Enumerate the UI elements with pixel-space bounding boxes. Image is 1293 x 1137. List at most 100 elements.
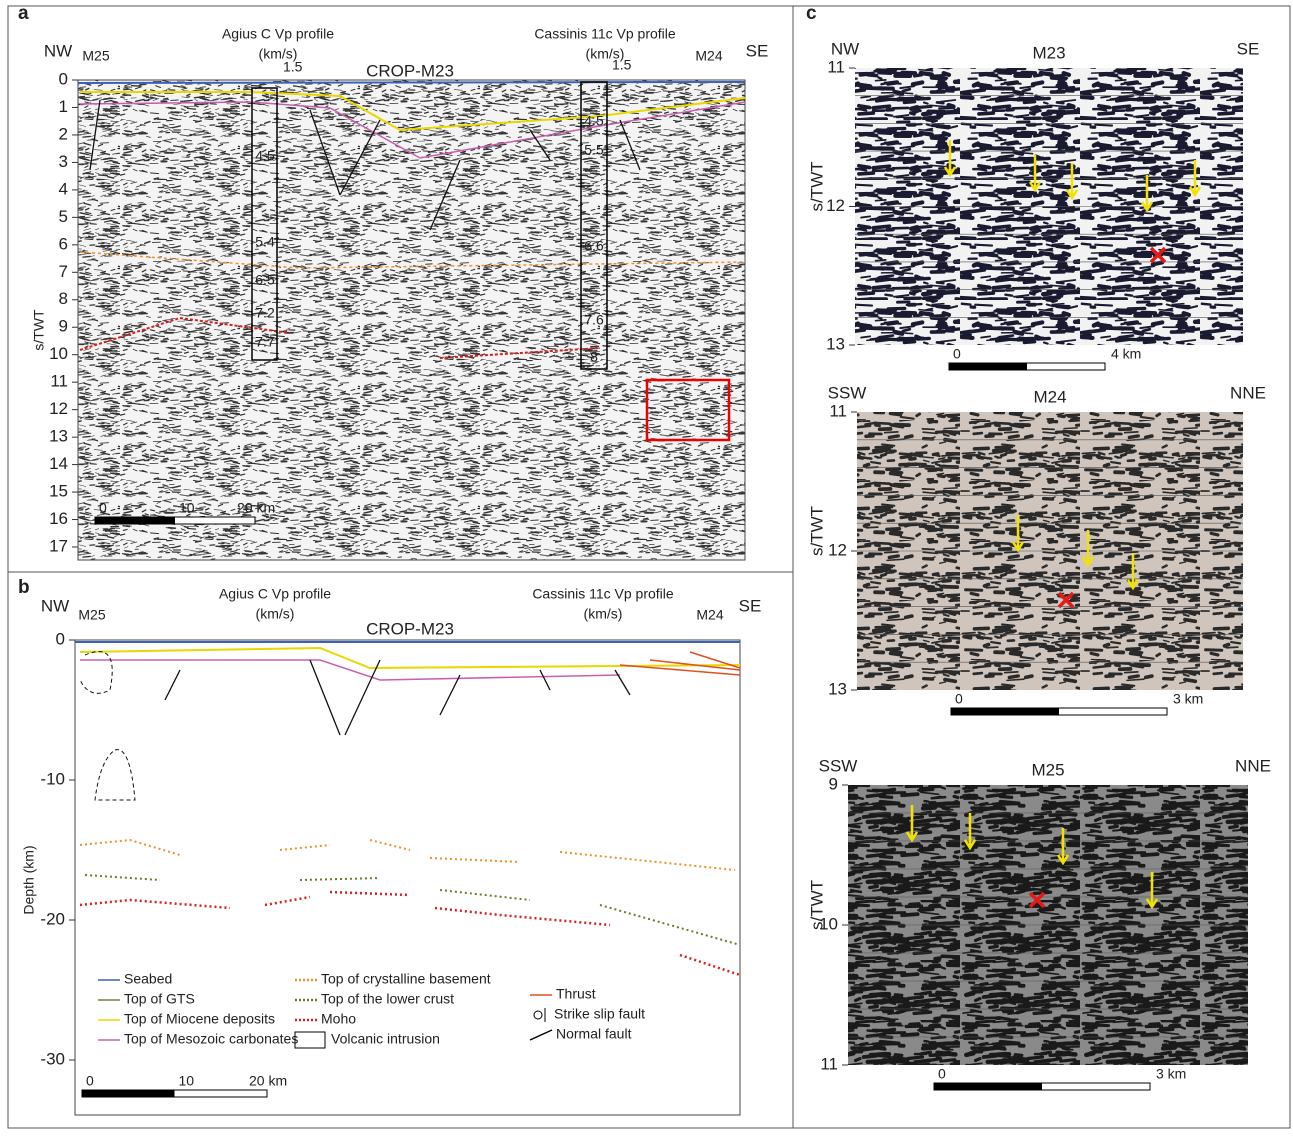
y-tick-label: 17	[49, 536, 68, 555]
y-tick-label: 11	[827, 57, 845, 76]
arrow-head	[1065, 189, 1079, 201]
y-tick-label: 13	[49, 427, 68, 446]
panel-label: c	[806, 3, 817, 24]
velocity: 7.6	[584, 312, 604, 328]
y-tick-label: 6	[59, 234, 68, 253]
label: M25	[1031, 760, 1064, 779]
velocity: 4.5	[584, 113, 604, 129]
legend-label: Strike slip fault	[554, 1006, 645, 1022]
y-axis-label: Depth (km)	[21, 845, 37, 914]
legend-label: Top of the lower crust	[321, 991, 454, 1007]
legend-label: Top of GTS	[124, 991, 195, 1007]
y-tick-label: 11	[829, 401, 847, 420]
label: Cassinis 11c Vp profile	[532, 586, 674, 602]
horizon	[80, 91, 746, 132]
y-tick-label: 12	[826, 196, 845, 215]
legend-label: Top of Mesozoic carbonates	[124, 1031, 298, 1047]
seismic	[77, 79, 746, 561]
y-tick-label: 10	[49, 344, 68, 363]
velocity: 6.6	[584, 238, 604, 254]
y-tick-label: 10	[819, 914, 838, 933]
scale-label: 3 km	[1173, 691, 1203, 707]
horizon	[77, 81, 746, 84]
y-tick-label: 9	[829, 774, 838, 793]
label: M23	[1032, 43, 1065, 62]
arrow-head	[1028, 181, 1042, 193]
label: SE	[746, 41, 769, 60]
scale-label: 3 km	[1156, 1066, 1186, 1082]
y-tick-label: -10	[40, 769, 65, 788]
scale-bar-fill	[951, 708, 1059, 715]
fault	[339, 119, 381, 196]
label: NW	[44, 41, 72, 60]
y-tick-label: 16	[49, 509, 68, 528]
section	[74, 639, 741, 1116]
panel-label: b	[18, 577, 30, 598]
y-tick-label: 7	[59, 262, 68, 281]
y-axis-label: s/TWT	[807, 880, 826, 930]
profile-box	[251, 87, 278, 361]
label: M25	[78, 607, 105, 623]
y-tick-label: -30	[40, 1049, 65, 1068]
y-tick-label: 4	[59, 179, 68, 198]
scale-label: 4 km	[1111, 346, 1141, 362]
arrow-head	[1056, 854, 1070, 866]
velocity: 8	[590, 349, 598, 365]
label: M24	[695, 48, 722, 64]
fault	[164, 669, 181, 701]
y-tick-label: 5	[59, 207, 68, 226]
frame	[7, 5, 1291, 1129]
velocity: 1.5	[612, 57, 632, 73]
velocity: 7.2	[255, 305, 275, 321]
thrust	[619, 651, 741, 676]
fault	[539, 669, 551, 691]
fault	[439, 674, 461, 716]
horizon	[79, 890, 741, 977]
velocity: 5.4	[255, 234, 275, 250]
legend-label: Thrust	[556, 986, 596, 1002]
scale-label: 0	[953, 346, 961, 362]
fault	[89, 99, 101, 171]
horizon	[79, 251, 746, 269]
scale-label: 0	[86, 1073, 94, 1089]
arrow-head	[905, 831, 919, 843]
title: CROP-M23	[366, 619, 454, 638]
label: (km/s)	[586, 46, 625, 62]
y-tick-label: 13	[826, 334, 845, 353]
label: SSW	[819, 756, 858, 775]
fault	[344, 659, 381, 736]
intrusion	[79, 651, 113, 694]
fault	[309, 659, 341, 736]
cross	[1028, 891, 1046, 909]
highlight-box	[645, 378, 731, 442]
y-tick-label: -20	[40, 909, 65, 928]
y-axis-label: s/TWT	[31, 309, 47, 351]
label: (km/s)	[584, 606, 623, 622]
cross	[1149, 246, 1167, 264]
arrow-head	[1081, 556, 1095, 568]
y-tick-label: 12	[49, 399, 68, 418]
scale-label: 0	[938, 1066, 946, 1082]
arrow-head	[963, 839, 977, 851]
velocity: 1.5	[283, 59, 303, 75]
y-tick-label: 11	[820, 1054, 838, 1073]
arrow-head	[943, 166, 957, 178]
scale-bar-fill	[949, 363, 1027, 370]
label: M25	[82, 48, 109, 64]
y-tick-label: 2	[59, 124, 68, 143]
y-tick-label: 9	[59, 317, 68, 336]
label: NNE	[1230, 383, 1266, 402]
horizon	[79, 838, 736, 871]
velocity: 6.5	[255, 272, 275, 288]
label: SSW	[828, 383, 867, 402]
arrow-head	[1126, 579, 1140, 591]
arrow-head	[1188, 186, 1202, 198]
y-tick-label: 8	[59, 289, 68, 308]
scale-label: 0	[955, 691, 963, 707]
legend-label: Normal fault	[556, 1026, 632, 1042]
velocity: 5.5	[584, 142, 604, 158]
legend-swatch	[294, 1031, 326, 1049]
panel-label: a	[18, 3, 29, 24]
scale-bar-fill	[95, 517, 175, 524]
y-tick-label: 12	[828, 540, 847, 559]
